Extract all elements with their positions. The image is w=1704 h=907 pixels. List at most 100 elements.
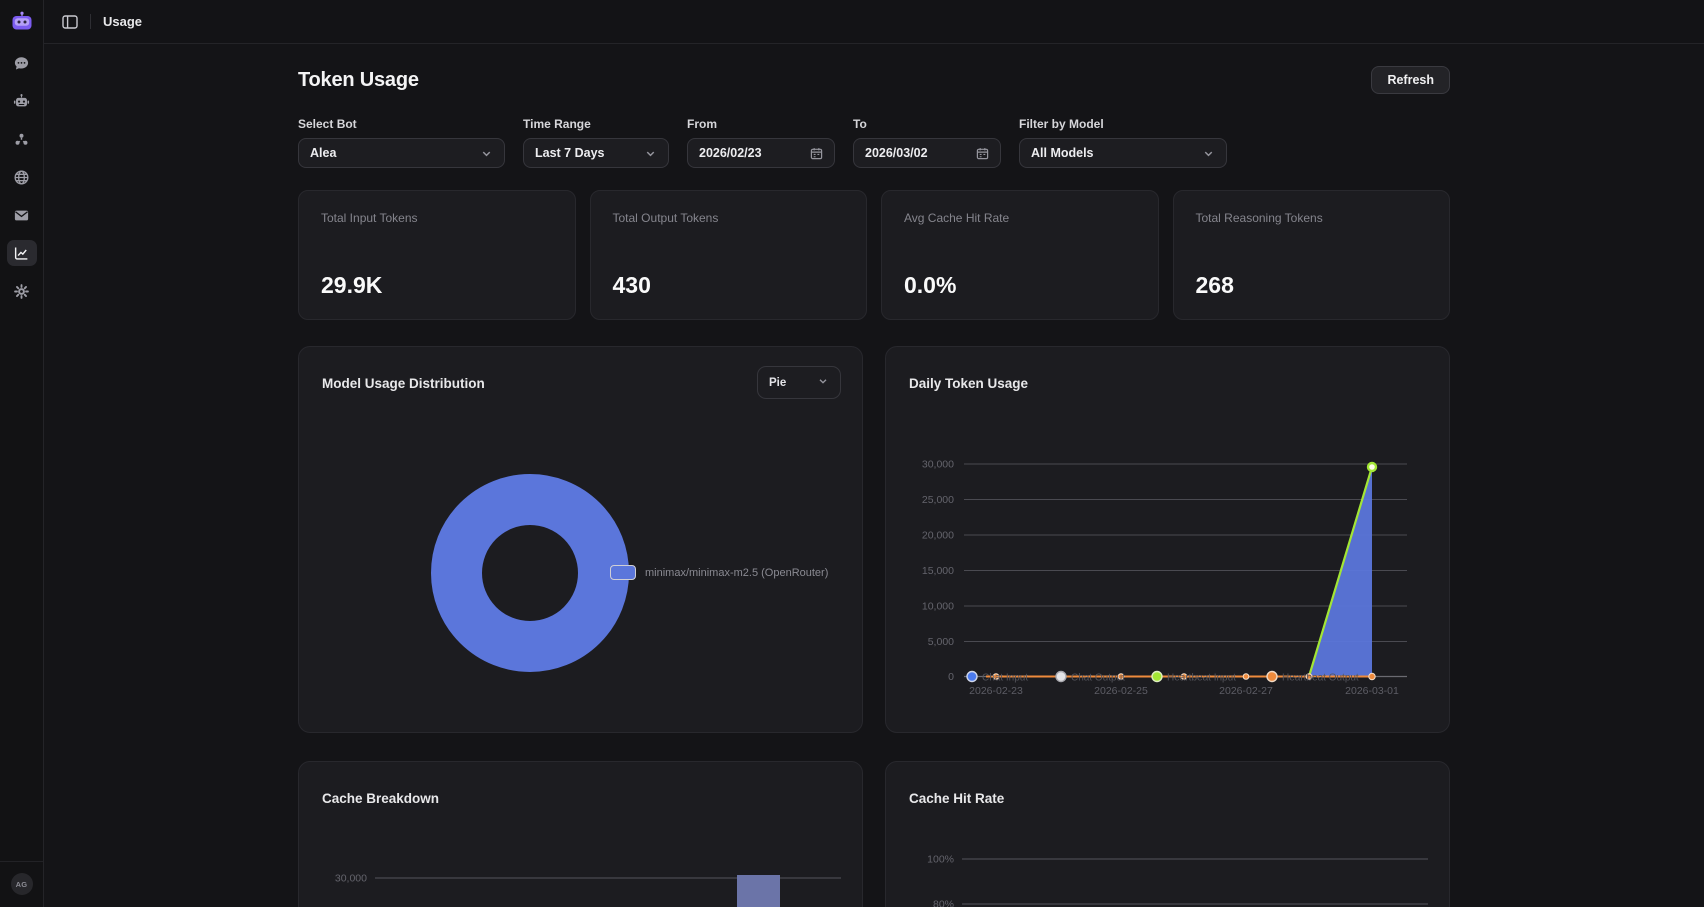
gear-icon xyxy=(14,283,29,299)
legend-swatch xyxy=(610,565,636,580)
svg-text:5,000: 5,000 xyxy=(928,636,954,648)
analytics-icon xyxy=(14,246,28,260)
stat-label: Total Output Tokens xyxy=(612,211,719,225)
svg-text:15,000: 15,000 xyxy=(922,565,954,577)
donut-chart xyxy=(431,474,629,672)
cache-hit-rate-card: Cache Hit Rate 100% 80% xyxy=(885,761,1450,907)
calendar-icon xyxy=(976,147,989,160)
stat-label: Total Input Tokens xyxy=(321,211,418,225)
stat-label: Total Reasoning Tokens xyxy=(1195,211,1323,225)
stat-card-reasoning: Total Reasoning Tokens 268 xyxy=(1172,190,1450,320)
daily-chart-legend: Chat Input Chat Output Heartbeat Input H… xyxy=(966,670,1359,684)
mail-icon xyxy=(14,210,29,220)
stat-label: Avg Cache Hit Rate xyxy=(904,211,1010,225)
time-range-label: Time Range xyxy=(523,117,591,131)
to-date-input[interactable]: 2026/03/02 xyxy=(853,138,1001,168)
svg-text:2026-02-25: 2026-02-25 xyxy=(1094,685,1148,697)
time-range-dropdown[interactable]: Last 7 Days xyxy=(523,138,669,168)
svg-text:80%: 80% xyxy=(933,899,954,907)
cache-hit-rate-chart: 100% 80% xyxy=(927,854,1428,907)
select-bot-label: Select Bot xyxy=(298,117,357,131)
to-date-value: 2026/03/02 xyxy=(865,146,928,160)
sidebar-item-mail[interactable] xyxy=(7,202,37,228)
main-area: Usage Token Usage Refresh Select Bot Ale… xyxy=(44,0,1704,907)
sidebar-item-bots[interactable] xyxy=(7,88,37,114)
to-date-label: To xyxy=(853,117,867,131)
filter-model-dropdown[interactable]: All Models xyxy=(1019,138,1227,168)
time-range-value: Last 7 Days xyxy=(535,146,605,160)
bot-icon xyxy=(13,93,30,106)
sidebar-toggle-button[interactable] xyxy=(62,14,78,29)
svg-text:10,000: 10,000 xyxy=(922,601,954,613)
chart-type-value: Pie xyxy=(769,376,787,389)
svg-text:25,000: 25,000 xyxy=(922,494,954,506)
sidebar-item-chat[interactable] xyxy=(7,50,37,76)
svg-text:Chat Output: Chat Output xyxy=(1071,673,1125,684)
svg-text:20,000: 20,000 xyxy=(922,530,954,542)
chevron-down-icon xyxy=(480,147,493,160)
model-usage-title: Model Usage Distribution xyxy=(322,376,485,391)
svg-text:2026-02-27: 2026-02-27 xyxy=(1219,685,1273,697)
chat-icon xyxy=(14,56,29,70)
cache-breakdown-chart: 30,000 xyxy=(335,873,841,907)
hub-icon xyxy=(15,133,28,145)
svg-text:Heartbeat Input: Heartbeat Input xyxy=(1167,673,1236,684)
sidebar: AG xyxy=(0,0,44,907)
chevron-down-icon xyxy=(1202,147,1215,160)
sidebar-nav xyxy=(6,50,37,304)
filter-bar: Select Bot Alea Time Range Last 7 Days xyxy=(298,117,1450,168)
legend-label: minimax/minimax-m2.5 (OpenRouter) xyxy=(645,566,829,579)
svg-text:2026-03-01: 2026-03-01 xyxy=(1345,685,1399,697)
sidebar-item-usage[interactable] xyxy=(6,240,37,266)
stat-card-total-input: Total Input Tokens 29.9K xyxy=(298,190,576,320)
stat-cards-row: Total Input Tokens 29.9K Total Output To… xyxy=(298,190,1450,320)
sidebar-footer: AG xyxy=(0,861,43,907)
topbar-page-title: Usage xyxy=(103,14,143,29)
cache-breakdown-card: Cache Breakdown 30,000 xyxy=(298,761,863,907)
cache-breakdown-bar xyxy=(737,875,780,907)
donut-legend: minimax/minimax-m2.5 (OpenRouter) xyxy=(610,565,828,580)
daily-usage-title: Daily Token Usage xyxy=(909,376,1029,391)
cache-hit-rate-title: Cache Hit Rate xyxy=(909,791,1005,806)
content-scroll-area: Token Usage Refresh Select Bot Alea Time… xyxy=(44,44,1704,907)
stat-value: 29.9K xyxy=(321,272,383,298)
svg-text:2026-02-23: 2026-02-23 xyxy=(969,685,1023,697)
bot-logo-icon xyxy=(12,11,31,30)
svg-text:0: 0 xyxy=(948,671,954,683)
from-date-input[interactable]: 2026/02/23 xyxy=(687,138,835,168)
sidebar-item-web[interactable] xyxy=(7,164,37,190)
topbar-divider xyxy=(90,14,91,29)
select-bot-value: Alea xyxy=(310,146,337,160)
calendar-icon xyxy=(810,147,823,160)
app-logo[interactable] xyxy=(8,8,36,36)
topbar: Usage xyxy=(44,0,1704,44)
stat-value: 0.0% xyxy=(904,272,957,298)
select-bot-dropdown[interactable]: Alea xyxy=(298,138,505,168)
chart-type-dropdown[interactable]: Pie xyxy=(757,366,841,399)
stat-card-cache-hit: Avg Cache Hit Rate 0.0% xyxy=(881,190,1159,320)
from-date-value: 2026/02/23 xyxy=(699,146,762,160)
panel-toggle-icon xyxy=(62,14,78,29)
globe-icon xyxy=(14,170,29,184)
user-avatar[interactable]: AG xyxy=(10,873,33,895)
svg-text:100%: 100% xyxy=(927,854,954,866)
refresh-button[interactable]: Refresh xyxy=(1371,66,1450,94)
daily-token-usage-card: Daily Token Usage xyxy=(885,346,1450,733)
svg-text:Chat Input: Chat Input xyxy=(982,673,1028,684)
chevron-down-icon xyxy=(644,147,657,160)
sidebar-item-settings[interactable] xyxy=(7,278,37,304)
filter-model-value: All Models xyxy=(1031,146,1094,160)
page-title: Token Usage xyxy=(298,68,419,91)
daily-usage-chart: 30,000 25,000 20,000 15,000 10,000 5,000… xyxy=(922,459,1407,697)
svg-text:30,000: 30,000 xyxy=(335,873,367,885)
model-usage-card: Model Usage Distribution Pie minimax/min… xyxy=(298,346,863,733)
from-date-label: From xyxy=(687,117,717,131)
sidebar-item-hub[interactable] xyxy=(7,126,37,152)
stat-card-total-output: Total Output Tokens 430 xyxy=(589,190,867,320)
svg-text:Heartbeat Output: Heartbeat Output xyxy=(1282,673,1359,684)
filter-model-label: Filter by Model xyxy=(1019,117,1104,131)
svg-text:30,000: 30,000 xyxy=(922,459,954,471)
chevron-down-icon xyxy=(817,375,829,390)
stat-value: 268 xyxy=(1195,272,1234,298)
